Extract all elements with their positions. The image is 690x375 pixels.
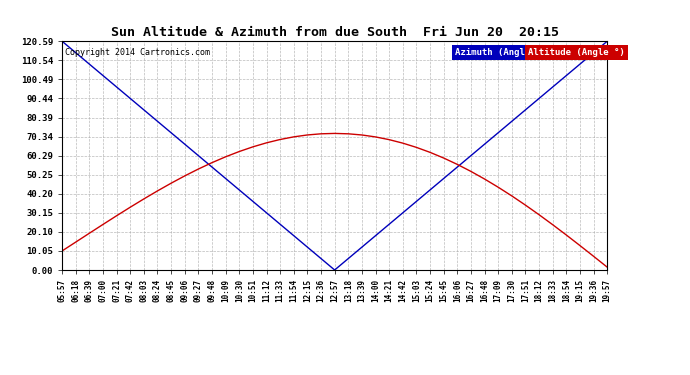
Text: Azimuth (Angle °): Azimuth (Angle °) [455,48,546,57]
Text: Altitude (Angle °): Altitude (Angle °) [528,48,625,57]
Title: Sun Altitude & Azimuth from due South  Fri Jun 20  20:15: Sun Altitude & Azimuth from due South Fr… [110,26,559,39]
Text: Copyright 2014 Cartronics.com: Copyright 2014 Cartronics.com [65,48,210,57]
